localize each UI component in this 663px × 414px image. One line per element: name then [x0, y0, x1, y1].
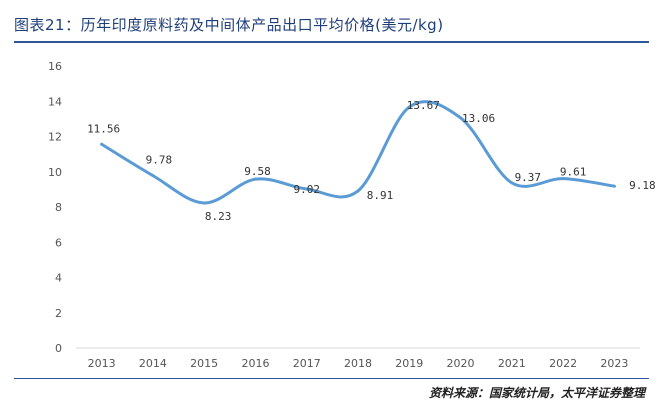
- data-point: [561, 177, 565, 181]
- y-tick-label: 12: [48, 131, 62, 144]
- data-point: [151, 174, 155, 178]
- y-tick-label: 0: [55, 342, 62, 355]
- data-label: 13.06: [462, 112, 495, 125]
- y-tick-label: 6: [55, 236, 62, 249]
- data-label: 9.61: [560, 166, 587, 179]
- title-underline: [14, 41, 649, 43]
- x-tick-label: 2023: [600, 357, 628, 370]
- x-tick-label: 2021: [498, 357, 526, 370]
- figure-title: 图表21：历年印度原料药及中间体产品出口平均价格(美元/kg): [14, 16, 444, 34]
- data-point: [305, 187, 309, 191]
- data-label: 13.67: [407, 99, 440, 112]
- data-point: [612, 184, 616, 188]
- y-tick-label: 16: [48, 60, 62, 73]
- x-tick-label: 2019: [395, 357, 423, 370]
- footer-rule: [14, 378, 649, 379]
- data-point: [356, 189, 360, 193]
- x-tick-label: 2020: [447, 357, 475, 370]
- x-tick-label: 2022: [549, 357, 577, 370]
- y-tick-label: 4: [55, 272, 62, 285]
- data-label: 9.02: [293, 183, 320, 196]
- data-label: 9.58: [244, 165, 271, 178]
- data-point: [407, 105, 411, 109]
- data-label: 8.91: [367, 189, 394, 202]
- y-tick-label: 8: [55, 201, 62, 214]
- data-label: 9.37: [515, 171, 542, 184]
- x-tick-label: 2017: [293, 357, 321, 370]
- data-label: 8.23: [205, 210, 232, 223]
- figure-header: 图表21：历年印度原料药及中间体产品出口平均价格(美元/kg): [14, 10, 649, 43]
- series-line: [100, 100, 616, 205]
- y-tick-label: 2: [55, 307, 62, 320]
- x-tick-label: 2013: [88, 357, 116, 370]
- source-note: 资料来源：国家统计局，太平洋证券整理: [428, 386, 645, 400]
- data-point: [459, 116, 463, 120]
- y-tick-label: 14: [48, 95, 62, 108]
- data-point: [202, 201, 206, 205]
- x-tick-label: 2016: [241, 357, 269, 370]
- x-tick-label: 2014: [139, 357, 167, 370]
- data-label: 9.18: [629, 179, 656, 192]
- x-tick-label: 2015: [190, 357, 218, 370]
- data-label: 9.78: [146, 154, 173, 167]
- data-point: [510, 181, 514, 185]
- data-point: [253, 177, 257, 181]
- data-point: [100, 142, 104, 146]
- x-tick-label: 2018: [344, 357, 372, 370]
- data-label: 11.56: [87, 122, 120, 135]
- y-tick-label: 10: [48, 166, 62, 179]
